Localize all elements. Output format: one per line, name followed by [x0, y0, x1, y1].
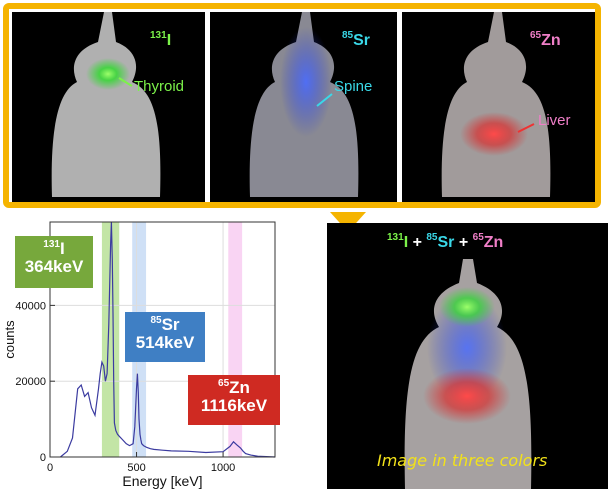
x-tick-label: 1000 [211, 462, 235, 474]
isotope-label: 65Zn [530, 30, 561, 49]
panel-iodine: 131I Thyroid [12, 12, 205, 202]
plus-sign: + [408, 234, 427, 251]
y-axis-label: counts [2, 320, 17, 359]
thyroid-glow [86, 58, 130, 90]
organ-arrow [517, 123, 535, 133]
organ-label: Thyroid [134, 78, 185, 95]
mouse-silhouette [441, 12, 551, 197]
spectrum-svg: 0 500 1000 0 20000 40000 Energy [keV] counts [2, 221, 276, 489]
x-tick-label: 500 [127, 462, 145, 474]
isotope-label: 131I [150, 30, 172, 49]
energy-spectrum-chart: 0 500 1000 0 20000 40000 Energy [keV] counts 13… [0, 212, 325, 493]
combined-isotope-i: 131I [387, 232, 409, 251]
organ-arrow [118, 77, 133, 87]
badge-iodine: 131I 364keV [15, 236, 93, 288]
combined-isotope-zn: 65Zn [472, 232, 504, 251]
mouse-silhouette [249, 12, 359, 197]
liver-glow [460, 112, 528, 156]
badge-zinc: 65Zn 1116keV [188, 375, 280, 425]
spine-glow [280, 27, 332, 137]
x-tick-label: 0 [47, 462, 53, 474]
spectrum-line [60, 221, 276, 458]
combined-image-panel: 131I + 85Sr + 65Zn Image in three colors [327, 223, 608, 489]
x-axis-label: Energy [keV] [122, 473, 202, 489]
organ-arrow [316, 93, 333, 107]
isotope-label: 85Sr [342, 30, 371, 49]
y-tick-label: 20000 [15, 376, 46, 388]
energy-band [101, 222, 120, 457]
combined-title: 131I + 85Sr + 65Zn [387, 232, 503, 252]
combined-isotope-sr: 85Sr [426, 232, 455, 251]
plot-frame [49, 221, 276, 458]
combined-caption: Image in three colors [377, 451, 548, 470]
panel-zinc: 65Zn Liver [402, 12, 595, 202]
badge-strontium: 85Sr 514keV [125, 312, 205, 362]
y-tick-label: 0 [40, 452, 46, 464]
organ-label: Spine [334, 78, 373, 95]
panel-strontium: 85Sr Spine [210, 12, 397, 202]
mouse-silhouette [51, 12, 161, 197]
plus-sign: + [454, 234, 473, 251]
y-tick-label: 40000 [15, 300, 46, 312]
combined-mouse [404, 259, 532, 489]
organ-label: Liver [538, 112, 571, 129]
